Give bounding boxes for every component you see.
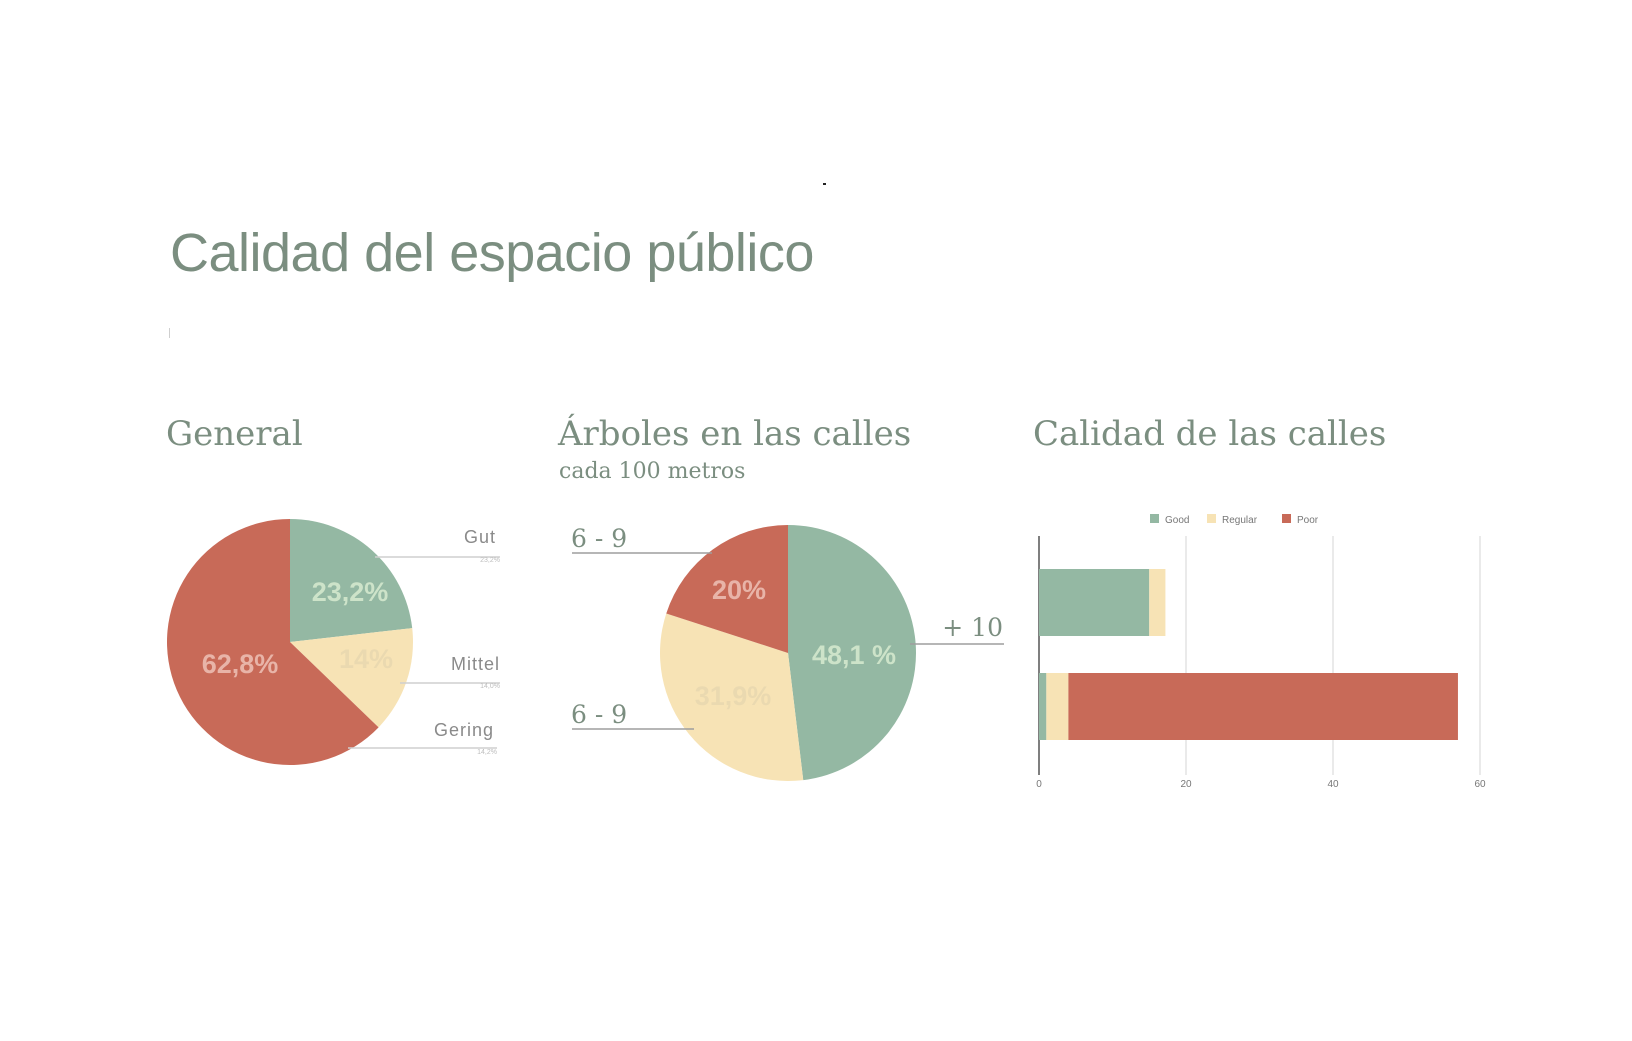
bar-segment-regular — [1046, 673, 1069, 740]
legend-sublabel: 14,2% — [477, 749, 497, 756]
slice-value-label: 23,2% — [312, 577, 389, 607]
category-label: 6 - 9 — [571, 524, 627, 553]
x-tick-label: 60 — [1474, 779, 1486, 790]
bar-segment-good — [1039, 569, 1150, 636]
slice-value-label: 48,1 % — [812, 640, 896, 670]
chart-trees-title: Árboles en las calles — [558, 414, 912, 454]
legend-label-gering: Gering — [434, 720, 494, 740]
stray-dot — [823, 183, 826, 185]
category-label: + 10 — [942, 613, 1003, 642]
page-title: Calidad del espacio público — [170, 223, 814, 283]
legend-label-poor: Poor — [1297, 515, 1319, 526]
bar-segment-good — [1039, 673, 1047, 740]
slice-value-label: 62,8% — [202, 649, 279, 679]
pie-slice-mittel — [290, 628, 413, 728]
slice-value-label: 31,9% — [695, 681, 772, 711]
chart-trees-subtitle: cada 100 metros — [559, 459, 746, 484]
x-tick-label: 0 — [1036, 779, 1042, 790]
pie-slice-0 — [788, 525, 917, 781]
chart-streets-title: Calidad de las calles — [1033, 414, 1387, 454]
slice-value-label: 14% — [339, 644, 393, 674]
legend-label-regular: Regular — [1222, 515, 1258, 526]
decorative-tick — [169, 328, 170, 338]
category-label: 6 - 9 — [571, 700, 627, 729]
pie-slice-gering — [166, 519, 379, 765]
legend-label-mittel: Mittel — [451, 654, 500, 674]
bar-segment-regular — [1149, 569, 1166, 636]
legend-swatch-regular — [1207, 514, 1216, 523]
slice-value-label: 20% — [712, 575, 766, 605]
chart-general-title: General — [166, 414, 303, 454]
legend-swatch-poor — [1282, 514, 1291, 523]
x-tick-label: 20 — [1180, 779, 1192, 790]
pie-slice-2 — [666, 525, 788, 653]
pie-slice-1 — [660, 613, 804, 781]
x-tick-label: 40 — [1327, 779, 1339, 790]
legend-sublabel: 23,2% — [480, 557, 500, 564]
legend-label-gut: Gut — [464, 527, 496, 547]
bar-segment-poor — [1068, 673, 1458, 740]
legend-swatch-good — [1150, 514, 1159, 523]
pie-slice-gut — [290, 519, 413, 642]
legend-sublabel: 14,0% — [480, 683, 500, 690]
legend-label-good: Good — [1165, 515, 1189, 526]
